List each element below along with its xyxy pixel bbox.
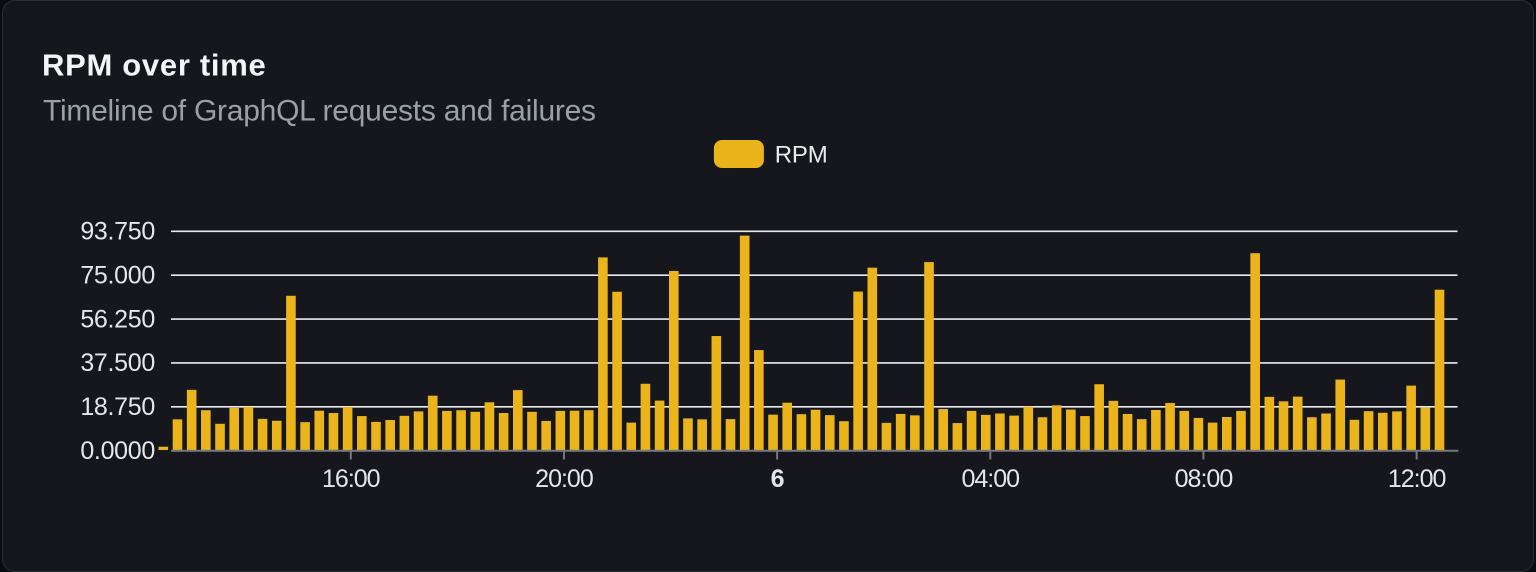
svg-text:37.500: 37.500 — [80, 349, 155, 377]
svg-text:6: 6 — [771, 465, 784, 493]
svg-text:75.000: 75.000 — [80, 261, 155, 289]
svg-text:RPM over time: RPM over time — [42, 48, 266, 83]
svg-text:18.750: 18.750 — [80, 393, 155, 421]
svg-text:0.0000: 0.0000 — [80, 437, 155, 465]
svg-text:04:00: 04:00 — [961, 465, 1019, 493]
svg-text:93.750: 93.750 — [80, 218, 155, 246]
svg-text:12:00: 12:00 — [1388, 465, 1446, 493]
svg-text:Timeline of GraphQL requests a: Timeline of GraphQL requests and failure… — [43, 95, 596, 128]
svg-text:56.250: 56.250 — [80, 305, 155, 333]
svg-text:20:00: 20:00 — [535, 465, 593, 493]
svg-text:16:00: 16:00 — [322, 465, 380, 493]
svg-text:RPM: RPM — [775, 141, 828, 168]
svg-text:08:00: 08:00 — [1175, 465, 1233, 493]
